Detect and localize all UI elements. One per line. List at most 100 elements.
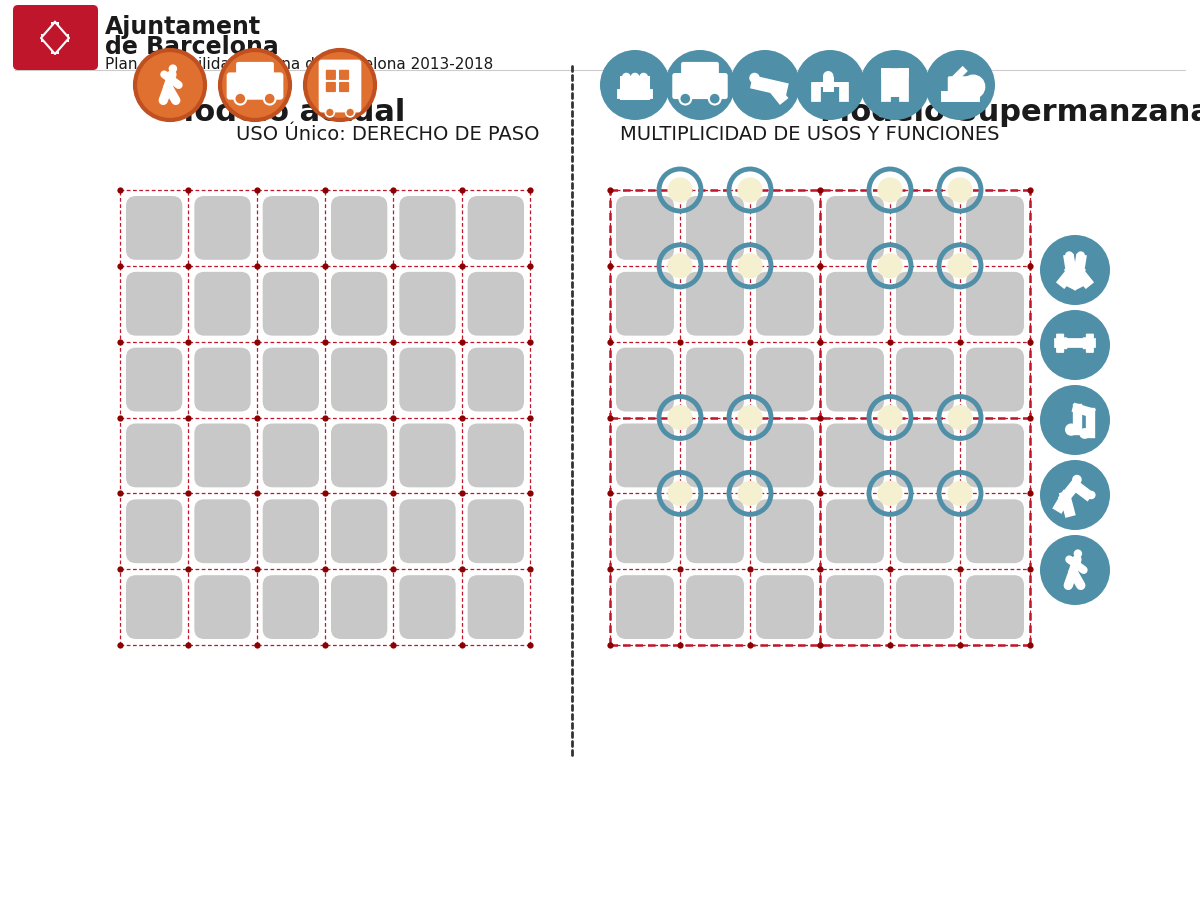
FancyBboxPatch shape bbox=[400, 500, 456, 563]
FancyBboxPatch shape bbox=[263, 347, 319, 411]
Text: Plan de Movilidad Urbana de Barcelona 2013-2018: Plan de Movilidad Urbana de Barcelona 20… bbox=[106, 57, 493, 72]
Circle shape bbox=[709, 93, 720, 104]
Circle shape bbox=[220, 50, 290, 120]
Circle shape bbox=[1076, 251, 1085, 260]
Circle shape bbox=[1079, 428, 1090, 439]
Circle shape bbox=[948, 405, 973, 430]
Circle shape bbox=[169, 65, 178, 73]
FancyBboxPatch shape bbox=[966, 347, 1024, 411]
Circle shape bbox=[640, 73, 648, 82]
FancyBboxPatch shape bbox=[1086, 334, 1094, 353]
FancyBboxPatch shape bbox=[682, 62, 719, 80]
Circle shape bbox=[305, 50, 374, 120]
Polygon shape bbox=[41, 22, 70, 54]
Circle shape bbox=[1040, 235, 1110, 305]
FancyBboxPatch shape bbox=[325, 82, 336, 92]
FancyBboxPatch shape bbox=[616, 424, 674, 487]
FancyBboxPatch shape bbox=[756, 196, 814, 260]
FancyBboxPatch shape bbox=[331, 272, 388, 336]
Text: Modelo Supermanzanas: Modelo Supermanzanas bbox=[820, 98, 1200, 127]
FancyBboxPatch shape bbox=[948, 76, 972, 97]
Text: Ajuntament: Ajuntament bbox=[106, 15, 262, 39]
Text: Modelo actual: Modelo actual bbox=[164, 98, 406, 127]
FancyBboxPatch shape bbox=[319, 59, 361, 112]
Circle shape bbox=[346, 108, 355, 117]
Circle shape bbox=[1074, 549, 1082, 558]
FancyBboxPatch shape bbox=[468, 196, 524, 260]
Circle shape bbox=[264, 93, 276, 104]
FancyBboxPatch shape bbox=[686, 272, 744, 336]
FancyBboxPatch shape bbox=[672, 73, 727, 99]
FancyBboxPatch shape bbox=[756, 347, 814, 411]
FancyBboxPatch shape bbox=[616, 272, 674, 336]
FancyBboxPatch shape bbox=[227, 72, 283, 100]
Circle shape bbox=[1040, 535, 1110, 605]
Circle shape bbox=[134, 50, 205, 120]
FancyBboxPatch shape bbox=[400, 424, 456, 487]
FancyBboxPatch shape bbox=[468, 347, 524, 411]
FancyBboxPatch shape bbox=[400, 575, 456, 639]
Circle shape bbox=[749, 73, 760, 84]
FancyBboxPatch shape bbox=[686, 575, 744, 639]
FancyBboxPatch shape bbox=[616, 575, 674, 639]
FancyBboxPatch shape bbox=[400, 196, 456, 260]
Circle shape bbox=[1040, 460, 1110, 530]
FancyBboxPatch shape bbox=[812, 83, 847, 86]
FancyBboxPatch shape bbox=[194, 424, 251, 487]
FancyBboxPatch shape bbox=[400, 272, 456, 336]
FancyBboxPatch shape bbox=[756, 272, 814, 336]
FancyBboxPatch shape bbox=[826, 424, 884, 487]
FancyBboxPatch shape bbox=[263, 272, 319, 336]
FancyBboxPatch shape bbox=[686, 347, 744, 411]
Circle shape bbox=[665, 50, 734, 120]
FancyBboxPatch shape bbox=[194, 272, 251, 336]
FancyBboxPatch shape bbox=[263, 500, 319, 563]
Text: MULTIPLICIDAD DE USOS Y FUNCIONES: MULTIPLICIDAD DE USOS Y FUNCIONES bbox=[620, 125, 1000, 144]
Circle shape bbox=[600, 50, 670, 120]
FancyBboxPatch shape bbox=[826, 272, 884, 336]
FancyBboxPatch shape bbox=[331, 500, 388, 563]
Circle shape bbox=[679, 93, 691, 104]
Circle shape bbox=[737, 177, 763, 202]
FancyBboxPatch shape bbox=[896, 424, 954, 487]
Circle shape bbox=[630, 73, 640, 82]
Circle shape bbox=[890, 74, 900, 84]
FancyBboxPatch shape bbox=[966, 196, 1024, 260]
Circle shape bbox=[667, 177, 692, 202]
FancyBboxPatch shape bbox=[756, 575, 814, 639]
FancyBboxPatch shape bbox=[896, 196, 954, 260]
FancyBboxPatch shape bbox=[966, 424, 1024, 487]
FancyBboxPatch shape bbox=[826, 347, 884, 411]
FancyBboxPatch shape bbox=[126, 424, 182, 487]
FancyBboxPatch shape bbox=[331, 196, 388, 260]
Circle shape bbox=[622, 73, 631, 82]
Circle shape bbox=[1040, 310, 1110, 380]
FancyBboxPatch shape bbox=[263, 424, 319, 487]
FancyBboxPatch shape bbox=[686, 500, 744, 563]
FancyBboxPatch shape bbox=[194, 500, 251, 563]
FancyBboxPatch shape bbox=[338, 70, 349, 80]
FancyBboxPatch shape bbox=[331, 575, 388, 639]
FancyBboxPatch shape bbox=[325, 70, 336, 80]
FancyBboxPatch shape bbox=[468, 424, 524, 487]
FancyBboxPatch shape bbox=[756, 424, 814, 487]
Circle shape bbox=[1064, 251, 1074, 260]
FancyBboxPatch shape bbox=[1056, 334, 1064, 353]
FancyBboxPatch shape bbox=[756, 500, 814, 563]
Text: de Barcelona: de Barcelona bbox=[106, 35, 278, 59]
FancyBboxPatch shape bbox=[686, 196, 744, 260]
FancyBboxPatch shape bbox=[896, 272, 954, 336]
Circle shape bbox=[877, 405, 902, 430]
FancyBboxPatch shape bbox=[331, 347, 388, 411]
FancyBboxPatch shape bbox=[966, 575, 1024, 639]
Circle shape bbox=[877, 177, 902, 202]
Circle shape bbox=[730, 50, 800, 120]
Circle shape bbox=[1064, 424, 1078, 436]
Circle shape bbox=[860, 50, 930, 120]
FancyBboxPatch shape bbox=[826, 575, 884, 639]
Circle shape bbox=[948, 481, 973, 506]
Circle shape bbox=[948, 253, 973, 278]
FancyBboxPatch shape bbox=[194, 347, 251, 411]
FancyBboxPatch shape bbox=[468, 272, 524, 336]
Circle shape bbox=[877, 253, 902, 278]
